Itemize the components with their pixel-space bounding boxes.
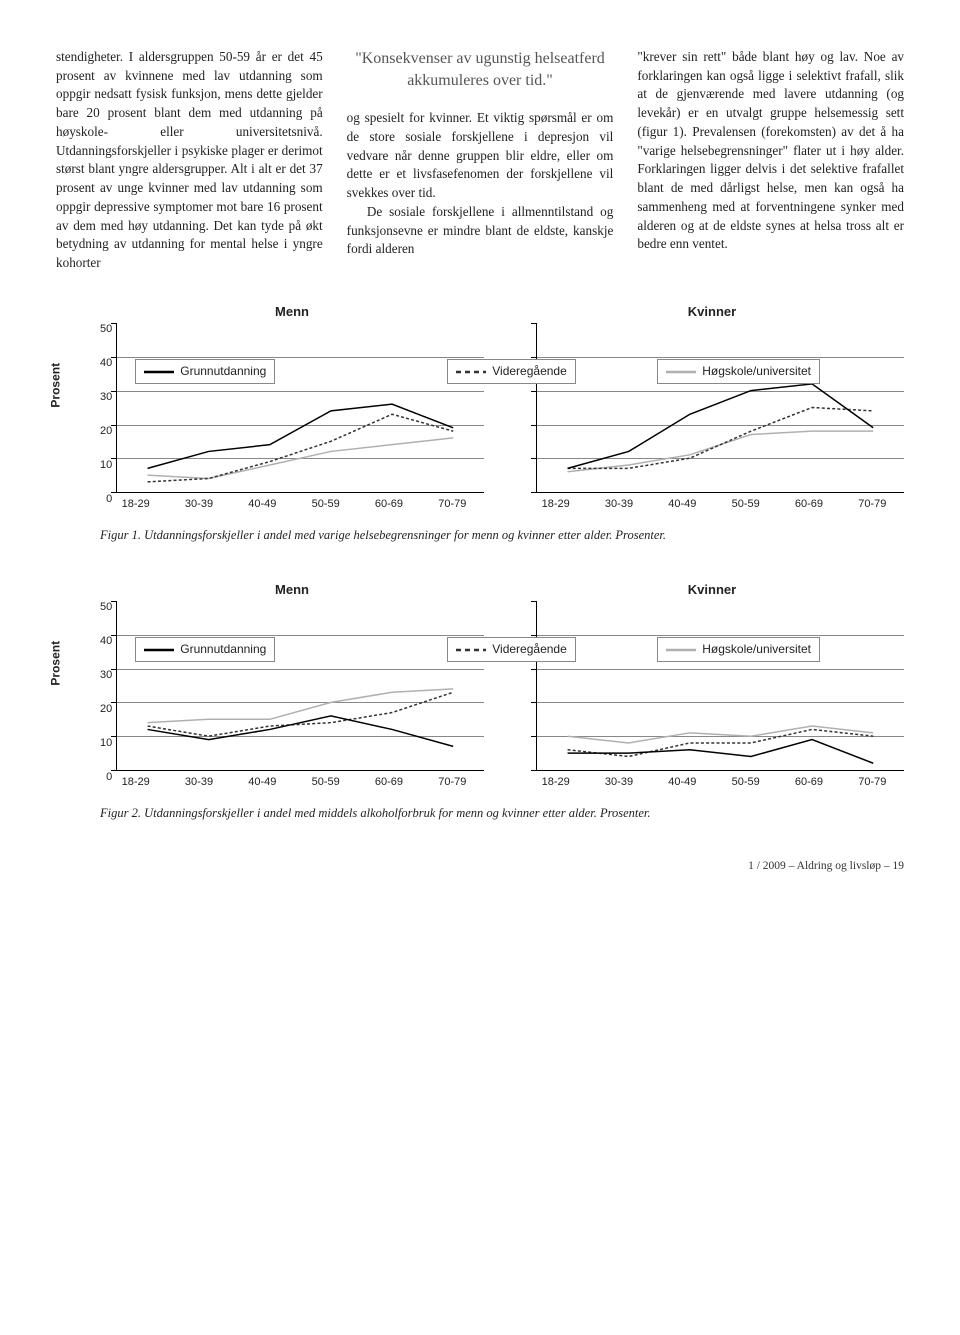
plot-area: Grunnutdanning bbox=[116, 323, 484, 493]
y-axis-label: Prosent bbox=[47, 641, 64, 686]
figure-1: Prosent Menn 01020304050 Grunnutdanning … bbox=[56, 303, 904, 545]
pull-quote: "Konsekvenser av ugunstig helseatferd ak… bbox=[347, 48, 614, 91]
column-1: stendigheter. I aldersgruppen 50-59 år e… bbox=[56, 48, 323, 273]
paragraph: "krever sin rett" både blant høy og lav.… bbox=[637, 49, 904, 251]
plot-area: Videregående Høgskole/universitet bbox=[536, 323, 904, 493]
x-ticks: 18-2930-3940-4950-5960-6970-79 bbox=[520, 775, 904, 791]
paragraph: stendigheter. I aldersgruppen 50-59 år e… bbox=[56, 49, 323, 270]
x-ticks: 18-2930-3940-4950-5960-6970-79 bbox=[520, 497, 904, 513]
panel-menn: Menn 01020304050 Grunnutdanning 18-2930-… bbox=[100, 581, 484, 791]
legend-label: Høgskole/universitet bbox=[702, 641, 811, 658]
body-text: stendigheter. I aldersgruppen 50-59 år e… bbox=[56, 48, 904, 273]
legend-item-s3: Høgskole/universitet bbox=[657, 359, 820, 384]
panel-title: Menn bbox=[100, 581, 484, 599]
legend-item-s1: Grunnutdanning bbox=[135, 637, 275, 662]
y-axis-label: Prosent bbox=[47, 363, 64, 408]
panel-title: Kvinner bbox=[520, 303, 904, 321]
legend-item-s3: Høgskole/universitet bbox=[657, 637, 820, 662]
panel-title: Menn bbox=[100, 303, 484, 321]
panel-kvinner: Kvinner 01020304050 Videregående Høgskol… bbox=[520, 303, 904, 513]
legend-label: Videregående bbox=[492, 641, 567, 658]
legend-label: Videregående bbox=[492, 363, 567, 380]
panel-kvinner: Kvinner 01020304050 Videregående Høgskol… bbox=[520, 581, 904, 791]
figure-2: Prosent Menn 01020304050 Grunnutdanning … bbox=[56, 581, 904, 823]
x-ticks: 18-2930-3940-4950-5960-6970-79 bbox=[100, 497, 484, 513]
column-2: "Konsekvenser av ugunstig helseatferd ak… bbox=[347, 48, 614, 273]
plot-area: Videregående Høgskole/universitet bbox=[536, 601, 904, 771]
column-3: "krever sin rett" både blant høy og lav.… bbox=[637, 48, 904, 273]
y-ticks: 01020304050 bbox=[100, 595, 116, 765]
panel-title: Kvinner bbox=[520, 581, 904, 599]
panel-menn: Menn 01020304050 Grunnutdanning 18-2930-… bbox=[100, 303, 484, 513]
y-ticks: 01020304050 bbox=[100, 317, 116, 487]
legend-item-s1: Grunnutdanning bbox=[135, 359, 275, 384]
legend-label: Grunnutdanning bbox=[180, 641, 266, 658]
figure-caption: Figur 1. Utdanningsforskjeller i andel m… bbox=[56, 527, 904, 545]
figure-caption: Figur 2. Utdanningsforskjeller i andel m… bbox=[56, 805, 904, 823]
legend-item-s2: Videregående bbox=[447, 359, 576, 384]
plot-area: Grunnutdanning bbox=[116, 601, 484, 771]
x-ticks: 18-2930-3940-4950-5960-6970-79 bbox=[100, 775, 484, 791]
paragraph: og spesielt for kvinner. Et viktig spørs… bbox=[347, 110, 614, 200]
legend-label: Grunnutdanning bbox=[180, 363, 266, 380]
legend-label: Høgskole/universitet bbox=[702, 363, 811, 380]
legend-item-s2: Videregående bbox=[447, 637, 576, 662]
paragraph: De sosiale forskjellene i allmenntilstan… bbox=[347, 204, 614, 256]
page-footer: 1 / 2009 – Aldring og livsløp – 19 bbox=[56, 858, 904, 874]
